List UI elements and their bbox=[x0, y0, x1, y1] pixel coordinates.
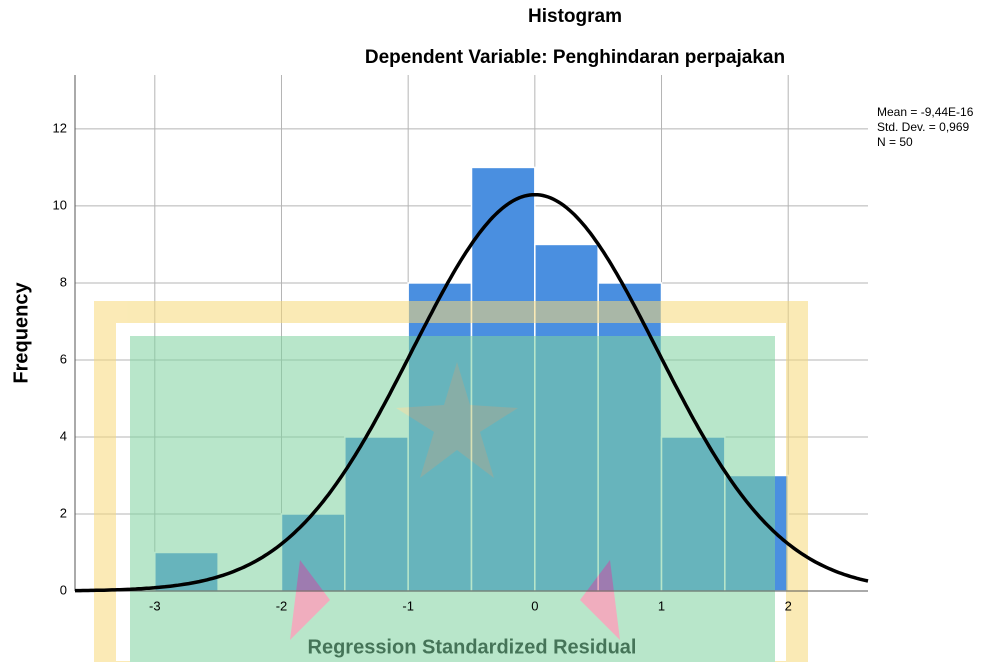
x-tick-label: -2 bbox=[276, 598, 288, 613]
bar bbox=[662, 437, 725, 591]
bar bbox=[345, 437, 408, 591]
bar bbox=[281, 514, 344, 591]
chart: Histogram Dependent Variable: Penghindar… bbox=[0, 0, 1001, 662]
x-tick-label: 2 bbox=[785, 598, 792, 613]
chart-title: Histogram bbox=[528, 6, 622, 27]
y-tick-label: 6 bbox=[60, 351, 67, 366]
y-tick-label: 2 bbox=[60, 505, 67, 520]
y-tick-label: 8 bbox=[60, 274, 67, 289]
chart-subtitle: Dependent Variable: Penghindaran perpaja… bbox=[365, 47, 785, 68]
annotation: Std. Dev. = 0,969 bbox=[877, 120, 969, 134]
x-tick-label: -3 bbox=[149, 598, 161, 613]
x-axis-label: Regression Standardized Residual bbox=[308, 636, 637, 658]
plot-area bbox=[75, 75, 868, 591]
y-tick-label: 0 bbox=[60, 582, 67, 597]
y-tick-label: 4 bbox=[60, 428, 67, 443]
bar bbox=[725, 475, 788, 591]
bar bbox=[598, 283, 661, 591]
x-tick-label: 0 bbox=[531, 598, 538, 613]
x-tick-label: -1 bbox=[402, 598, 414, 613]
bar bbox=[535, 244, 598, 591]
annotation: Mean = -9,44E-16 bbox=[877, 105, 974, 119]
y-axis-label: Frequency bbox=[10, 282, 32, 384]
y-tick-label: 10 bbox=[53, 197, 67, 212]
x-tick-label: 1 bbox=[658, 598, 665, 613]
bar bbox=[408, 283, 471, 591]
annotation: N = 50 bbox=[877, 135, 913, 149]
y-tick-label: 12 bbox=[53, 120, 67, 135]
